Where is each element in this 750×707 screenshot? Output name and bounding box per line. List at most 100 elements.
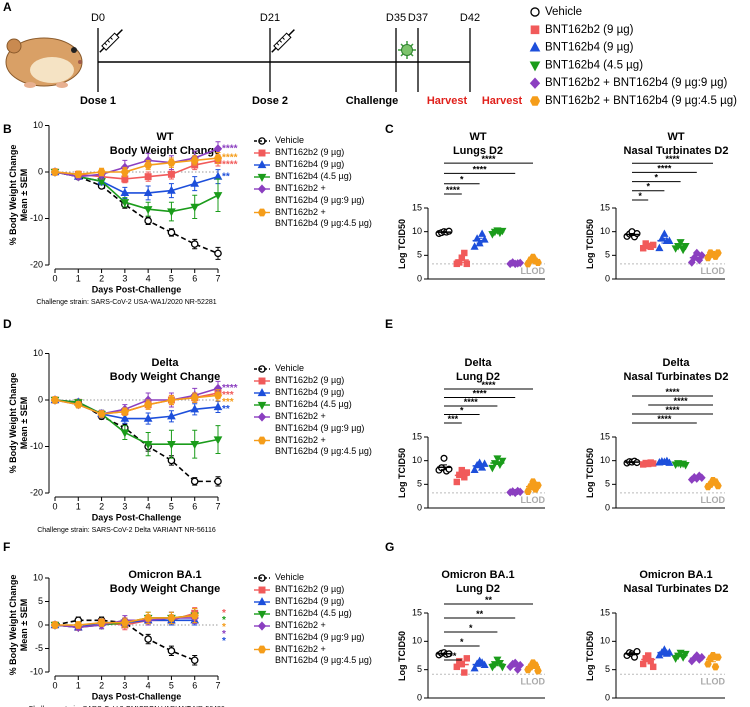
comparison-label: ** — [476, 609, 484, 619]
series-line — [54, 171, 219, 213]
chart-title: Delta — [663, 357, 691, 369]
y-tick-label: 0 — [38, 394, 43, 404]
chart-title: Omicron BA.1 — [639, 569, 712, 581]
timeline-day: D37 — [408, 12, 428, 24]
y-tick-label: 5 — [605, 479, 610, 489]
legend-label: BNT162b2 (9 µg) — [275, 584, 345, 594]
data-point — [190, 393, 199, 402]
data-point — [143, 188, 153, 197]
error-bar — [629, 461, 635, 464]
chart-note: Challenge strain: SARS-CoV-2 OMICRON VAR… — [28, 706, 225, 707]
y-tick-label: 10 — [600, 226, 610, 236]
legend-marker — [529, 77, 541, 89]
x-axis-label: Days Post-Challenge — [92, 284, 182, 294]
error-bar — [441, 652, 447, 655]
y-axis-label: % Body Weight Change Mean ± SEM — [8, 574, 29, 676]
comparison-label: ** — [485, 595, 493, 605]
data-point — [498, 457, 507, 466]
data-point — [214, 477, 222, 486]
significance-label: * — [222, 636, 226, 647]
comparison-label: * — [469, 623, 473, 633]
y-tick-label: 0 — [605, 273, 610, 283]
comparison-label: **** — [481, 380, 496, 390]
x-tick-label: 0 — [52, 680, 57, 690]
y-tick-label: 15 — [412, 202, 422, 212]
error-bar — [629, 233, 635, 236]
y-axis-label: Log TCID50 — [397, 218, 407, 269]
data-point — [463, 260, 471, 268]
legend-label: BNT162b2 + BNT162b4 (9 µg:4.5 µg) — [545, 95, 737, 107]
comparison-label: * — [460, 175, 464, 185]
significance-label: * — [222, 622, 226, 633]
error-bar — [645, 656, 652, 663]
x-tick-label: 7 — [215, 273, 220, 283]
error-bar — [441, 464, 447, 471]
y-tick-label: 10 — [412, 455, 422, 465]
chart-note: Challenge strain: SARS-CoV-2 Delta VARIA… — [37, 527, 216, 534]
error-bar — [629, 652, 635, 656]
llod-label: LLOD — [701, 266, 726, 276]
data-point — [167, 396, 176, 404]
data-point — [190, 178, 200, 187]
data-point — [74, 170, 83, 179]
chart-subtitle: Lung D2 — [456, 583, 500, 595]
error-bar — [645, 462, 652, 465]
data-point — [74, 400, 83, 409]
data-point — [74, 621, 83, 629]
y-tick-label: 0 — [417, 273, 422, 283]
error-bar — [530, 259, 536, 263]
y-axis-label: Log TCID50 — [397, 447, 407, 498]
y-tick-label: 0 — [605, 502, 610, 512]
panel-label: G — [385, 540, 394, 554]
x-tick-label: 5 — [169, 273, 174, 283]
data-point — [639, 660, 647, 668]
error-bar — [677, 463, 684, 465]
data-point — [143, 441, 153, 450]
x-tick-label: 7 — [215, 501, 220, 511]
y-tick-label: 0 — [417, 502, 422, 512]
error-bar — [494, 461, 501, 465]
data-point — [120, 413, 130, 422]
x-tick-label: 1 — [76, 680, 81, 690]
legend-marker — [530, 25, 540, 35]
data-point — [676, 239, 685, 247]
legend-label: BNT162b2 + BNT162b4 (9 µg:9 µg) — [275, 411, 365, 433]
data-point — [144, 400, 153, 409]
y-tick-label: -10 — [30, 213, 43, 223]
x-tick-label: 0 — [52, 273, 57, 283]
data-point — [167, 228, 176, 237]
legend-label: Vehicle — [275, 363, 305, 373]
legend-label: BNT162b2 (9 µg) — [545, 24, 634, 36]
chart-title: WT — [156, 131, 173, 143]
error-bar — [710, 656, 716, 663]
data-point — [50, 621, 60, 629]
data-point — [50, 168, 60, 176]
x-tick-label: 1 — [76, 273, 81, 283]
error-bar — [645, 244, 652, 248]
panel-label: F — [3, 540, 10, 554]
data-point — [649, 663, 657, 671]
y-tick-label: 15 — [412, 607, 422, 617]
y-axis-label: Log TCID50 — [585, 447, 595, 498]
error-bar — [476, 662, 483, 667]
y-tick-label: 5 — [605, 664, 610, 674]
y-tick-label: 15 — [600, 607, 610, 617]
legend-label: BNT162b2 + BNT162b4 (9 µg:4.5 µg) — [275, 643, 372, 666]
legend-label: BNT162b2 + BNT162b4 (9 µg:9 µg) — [545, 77, 728, 89]
y-tick-label: 10 — [600, 455, 610, 465]
legend-label: BNT162b2 + BNT162b4 (9 µg:9 µg) — [275, 183, 365, 205]
chart-note: Challenge strain: SARS-CoV-2 USA-WA1/202… — [36, 299, 216, 306]
y-axis-label: Log TCID50 — [397, 630, 407, 681]
data-point — [213, 154, 223, 162]
chart-subtitle: Body Weight Change — [110, 371, 220, 383]
error-bar — [512, 262, 519, 265]
chart-subtitle: Lungs D2 — [453, 145, 503, 157]
significance-label: * — [222, 629, 226, 640]
x-tick-label: 2 — [99, 501, 104, 511]
error-bar — [458, 661, 465, 668]
data-point — [213, 402, 223, 411]
significance-label: * — [222, 608, 226, 619]
timeline-day: D21 — [260, 12, 280, 24]
data-point — [488, 464, 497, 473]
y-tick-label: 10 — [33, 572, 43, 582]
